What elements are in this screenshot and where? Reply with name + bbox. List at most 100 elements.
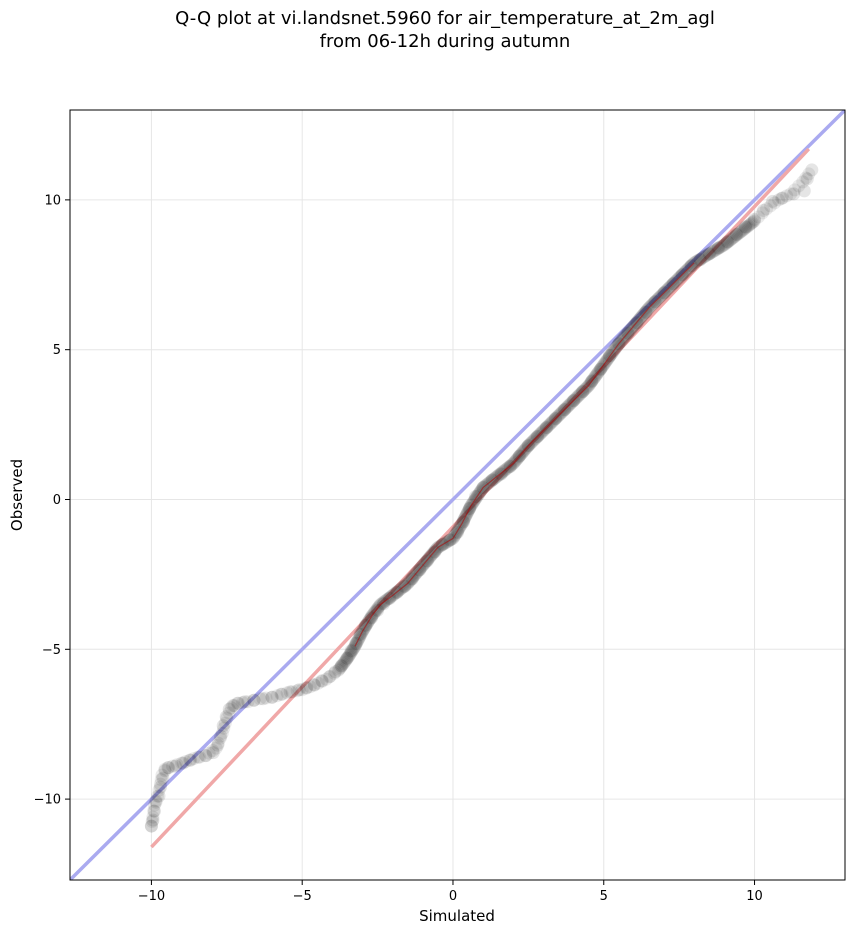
chart-title-line-2: from 06-12h during autumn [319, 31, 571, 52]
quantile-marker [307, 678, 321, 692]
quantile-marker [776, 191, 790, 205]
quantile-marker [230, 696, 244, 710]
data-point [247, 693, 261, 707]
quantile-marker [709, 243, 723, 257]
quantile-marker [712, 241, 726, 255]
quantile-marker [144, 819, 158, 833]
quantile-marker [719, 237, 733, 251]
quantile-marker [345, 643, 359, 657]
quantile-marker [335, 658, 349, 672]
quantile-marker [303, 680, 317, 694]
quantile-marker [734, 225, 748, 239]
data-point [729, 227, 743, 241]
quantile-marker [347, 641, 361, 655]
quantile-marker [756, 206, 770, 220]
quantile-marker [339, 653, 353, 667]
fit-line [150, 147, 811, 849]
quantile-marker [275, 687, 289, 701]
y-axis-label: Observed [8, 459, 26, 531]
quantile-marker [340, 651, 354, 665]
quantile-marker [334, 659, 348, 673]
data-point [144, 819, 158, 833]
quantile-marker [715, 239, 729, 253]
quantile-marker [150, 789, 164, 803]
quantile-marker [154, 773, 168, 787]
quantile-marker [792, 179, 806, 193]
quantile-marker [338, 654, 352, 668]
quantile-marker [705, 245, 719, 259]
data-point [344, 644, 358, 658]
quantile-marker [697, 250, 711, 264]
quantile-marker [729, 229, 743, 243]
quantile-marker [152, 783, 166, 797]
quantile-marker [701, 248, 715, 262]
quantile-marker [253, 692, 267, 706]
quantile-marker [145, 815, 159, 829]
data-point [231, 696, 245, 710]
quantile-marker [725, 232, 739, 246]
y-tick-label: 5 [53, 343, 61, 358]
quantile-marker [193, 750, 207, 764]
quantile-marker [202, 746, 216, 760]
quantile-marker [149, 794, 163, 808]
data-point [800, 172, 814, 186]
quantile-marker [327, 666, 341, 680]
data-point [216, 719, 230, 733]
data-point [300, 681, 314, 695]
quantile-marker [706, 244, 720, 258]
data-point [149, 795, 163, 809]
quantile-marker [717, 238, 731, 252]
data-point [340, 651, 354, 665]
quantile-marker [345, 645, 359, 659]
data-point [161, 761, 175, 775]
quantile-marker [346, 642, 360, 656]
quantile-marker [183, 753, 197, 767]
quantile-marker [343, 647, 357, 661]
quantile-marker [748, 214, 762, 228]
quantile-marker [704, 246, 718, 260]
data-point [377, 597, 391, 611]
quantile-marker [732, 226, 746, 240]
quantile-marker [217, 721, 231, 735]
data-point [797, 184, 811, 198]
data-point [219, 710, 233, 724]
quantile-marker [731, 227, 745, 241]
quantile-marker [147, 804, 161, 818]
quantile-marker [170, 758, 184, 772]
data-point [775, 191, 789, 205]
data-point [169, 759, 183, 773]
quantile-marker [694, 252, 708, 266]
quantile-marker [780, 189, 794, 203]
data-point [265, 690, 279, 704]
axis-ticks: −10 −5 0 5 10 −10 −5 0 5 10 [34, 193, 763, 904]
quantile-marker [218, 716, 232, 730]
quantile-marker [802, 167, 816, 181]
quantile-marker [187, 752, 201, 766]
quantile-marker [724, 233, 738, 247]
data-point [353, 627, 367, 641]
quantile-marker [227, 698, 241, 712]
data-point [214, 729, 228, 743]
data-point [307, 678, 321, 692]
quantile-marker [735, 224, 749, 238]
quantile-marker [323, 669, 337, 683]
data-point [274, 687, 288, 701]
quantile-marker [222, 706, 236, 720]
quantile-marker [155, 768, 169, 782]
chart-title: Q-Q plot at vi.landsnet.5960 for air_tem… [0, 7, 854, 53]
quantile-marker [319, 672, 333, 686]
quantile-marker [784, 187, 798, 201]
x-tick-label: 10 [746, 889, 763, 904]
data-point [702, 247, 716, 261]
y-tick-label: 0 [53, 493, 61, 508]
data-point [334, 659, 348, 673]
quantile-marker [721, 235, 735, 249]
data-point [748, 212, 762, 226]
quantile-marker [745, 216, 759, 230]
quantile-marker [799, 171, 813, 185]
data-point [211, 738, 225, 752]
quantile-marker [760, 202, 774, 216]
quantile-marker [220, 711, 234, 725]
data-point [199, 749, 213, 763]
data-point [757, 203, 771, 217]
